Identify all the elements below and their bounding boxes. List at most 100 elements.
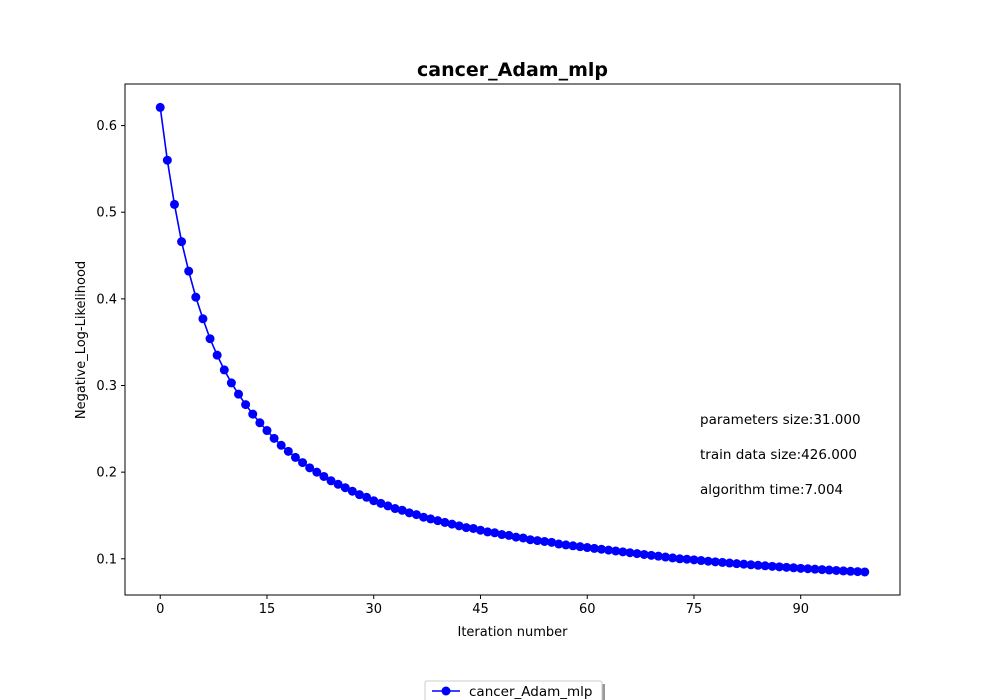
x-axis: 0 15 30 45 60 75 90 <box>156 595 809 617</box>
data-point <box>290 452 300 462</box>
data-point <box>383 501 393 511</box>
data-point <box>575 542 585 552</box>
data-point <box>440 517 450 527</box>
data-point <box>796 563 806 573</box>
data-point <box>155 102 165 112</box>
data-point <box>475 525 485 535</box>
data-point <box>340 483 350 493</box>
data-point <box>582 543 592 553</box>
data-point <box>226 378 236 388</box>
x-tick-label: 75 <box>686 602 703 617</box>
data-point <box>177 237 187 247</box>
data-point <box>767 561 777 571</box>
data-point <box>632 549 642 559</box>
data-point <box>710 557 720 567</box>
legend-label: cancer_Adam_mlp <box>469 684 593 700</box>
data-point <box>746 560 756 570</box>
data-point <box>604 545 614 555</box>
x-tick-label: 45 <box>472 602 489 617</box>
data-point <box>540 536 550 546</box>
chart-title: cancer_Adam_mlp <box>417 59 608 81</box>
data-point <box>433 516 443 526</box>
x-tick-label: 30 <box>365 602 382 617</box>
annotation-algorithm-time: algorithm time:7.004 <box>700 482 843 498</box>
data-point <box>781 562 791 572</box>
data-point <box>860 567 870 577</box>
series-line <box>159 107 865 573</box>
data-point <box>589 543 599 553</box>
data-point <box>789 563 799 573</box>
data-point <box>618 547 628 557</box>
data-point <box>774 562 784 572</box>
data-point <box>169 199 179 209</box>
data-point <box>411 510 421 520</box>
data-point <box>305 463 315 473</box>
y-tick-label: 0.5 <box>96 206 117 221</box>
series-layer <box>155 102 870 577</box>
data-point <box>725 558 735 568</box>
data-point <box>504 530 514 540</box>
data-point <box>241 400 251 410</box>
data-point <box>461 523 471 533</box>
data-point <box>390 504 400 514</box>
data-point <box>653 551 663 561</box>
data-point <box>525 535 535 545</box>
data-point <box>333 479 343 489</box>
legend: cancer_Adam_mlp <box>424 680 605 700</box>
data-point <box>255 418 265 428</box>
data-point <box>490 528 500 538</box>
y-tick-label: 0.3 <box>96 379 117 394</box>
data-point <box>212 350 222 360</box>
data-point <box>675 554 685 564</box>
y-tick-label: 0.2 <box>96 466 117 481</box>
data-point <box>803 564 813 574</box>
data-point <box>483 527 493 537</box>
data-point <box>696 556 706 566</box>
data-point <box>234 389 244 399</box>
data-point <box>518 533 528 543</box>
data-point <box>191 292 201 302</box>
data-point <box>682 554 692 564</box>
data-point <box>554 539 564 549</box>
plot-area-frame <box>124 83 901 596</box>
data-point <box>646 550 656 560</box>
data-point <box>739 559 749 569</box>
data-point <box>661 552 671 562</box>
y-tick-label: 0.4 <box>96 292 117 307</box>
data-point <box>468 523 478 533</box>
legend-box <box>424 680 603 700</box>
data-point <box>547 537 557 547</box>
data-point <box>419 512 429 522</box>
data-point <box>219 365 229 375</box>
data-point <box>184 266 194 276</box>
data-point <box>269 433 279 443</box>
data-point <box>846 566 856 576</box>
data-point <box>447 519 457 529</box>
data-point <box>404 508 414 518</box>
y-axis-label: Negative_Log-Likelihood <box>74 261 89 419</box>
data-point <box>298 458 308 468</box>
data-point <box>810 564 820 574</box>
data-point <box>824 565 834 575</box>
data-point <box>369 496 379 506</box>
data-point <box>283 446 293 456</box>
data-point <box>319 471 329 481</box>
data-point <box>668 553 678 563</box>
data-point <box>838 566 848 576</box>
data-point <box>831 565 841 575</box>
data-point <box>205 334 215 344</box>
data-point <box>276 440 286 450</box>
data-point <box>198 314 208 324</box>
data-point <box>262 426 272 436</box>
x-tick-label: 15 <box>259 602 276 617</box>
data-point <box>354 490 364 500</box>
y-tick-label: 0.1 <box>96 552 117 567</box>
data-point <box>625 548 635 558</box>
annotation-parameters-size: parameters size:31.000 <box>700 412 861 428</box>
data-point <box>326 476 336 486</box>
data-point <box>853 567 863 577</box>
data-point <box>397 505 407 515</box>
data-point <box>362 492 372 502</box>
data-point <box>717 557 727 567</box>
